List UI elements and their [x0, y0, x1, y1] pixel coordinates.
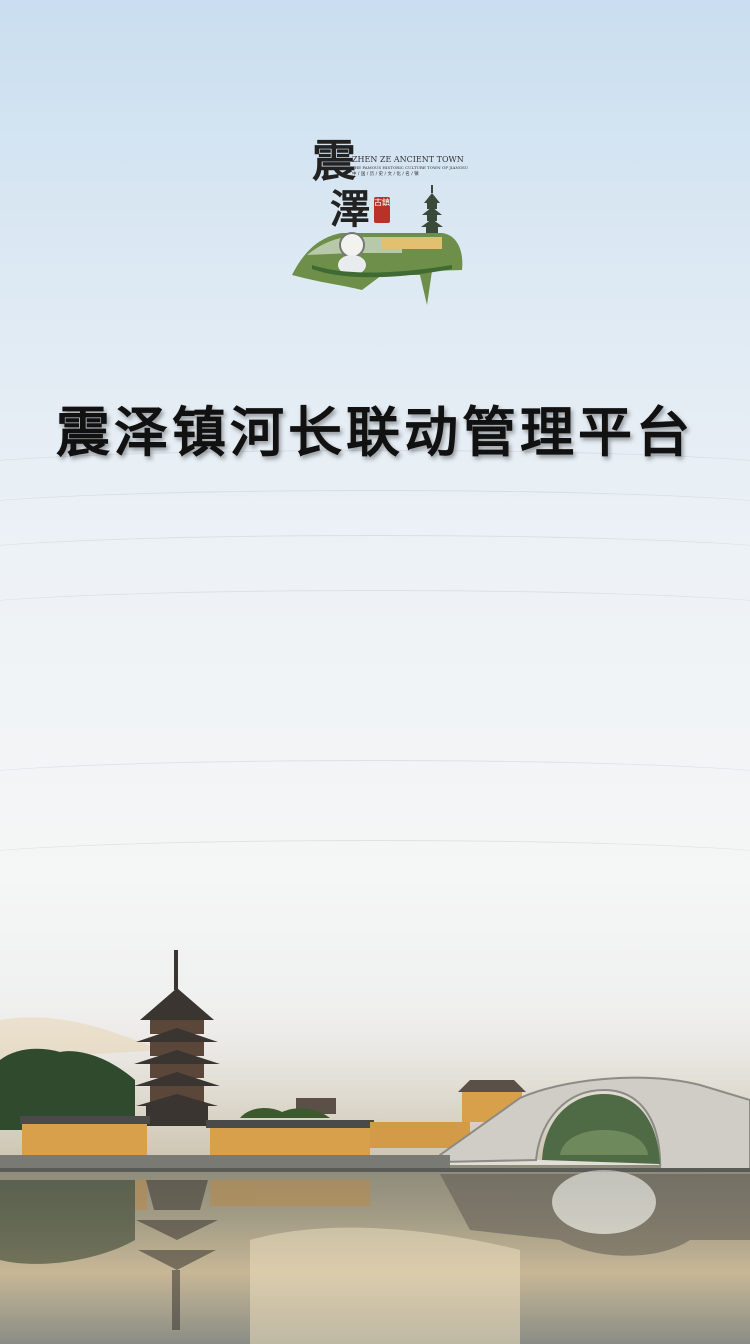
- logo-chinese-subtitle: 中 / 国 / 历 / 史 / 文 / 化 / 名 / 镇: [352, 172, 419, 177]
- town-logo: 震 澤 古鎮 ZHEN ZE ANCIENT TOWN THE FAMOUS H…: [282, 125, 469, 310]
- ripple-line: [0, 760, 750, 801]
- ripple-line: [0, 840, 750, 881]
- ripple-line: [0, 590, 750, 631]
- logo-english-subtitle: THE FAMOUS HISTORIC CULTURE TOWN OF JIAN…: [352, 165, 469, 170]
- ripple-line: [0, 450, 750, 491]
- logo-seal: 古鎮: [374, 197, 390, 223]
- logo-brush-char-1: 震: [312, 136, 356, 187]
- logo-brush-char-2: 澤: [330, 186, 370, 233]
- ripple-line: [0, 490, 750, 531]
- logo-english-title: ZHEN ZE ANCIENT TOWN: [352, 155, 464, 164]
- ripple-line: [0, 535, 750, 576]
- ancient-town-scene-image: [0, 950, 750, 1344]
- logo-landscape-image: [292, 185, 463, 305]
- app-title: 震泽镇河长联动管理平台: [56, 401, 694, 464]
